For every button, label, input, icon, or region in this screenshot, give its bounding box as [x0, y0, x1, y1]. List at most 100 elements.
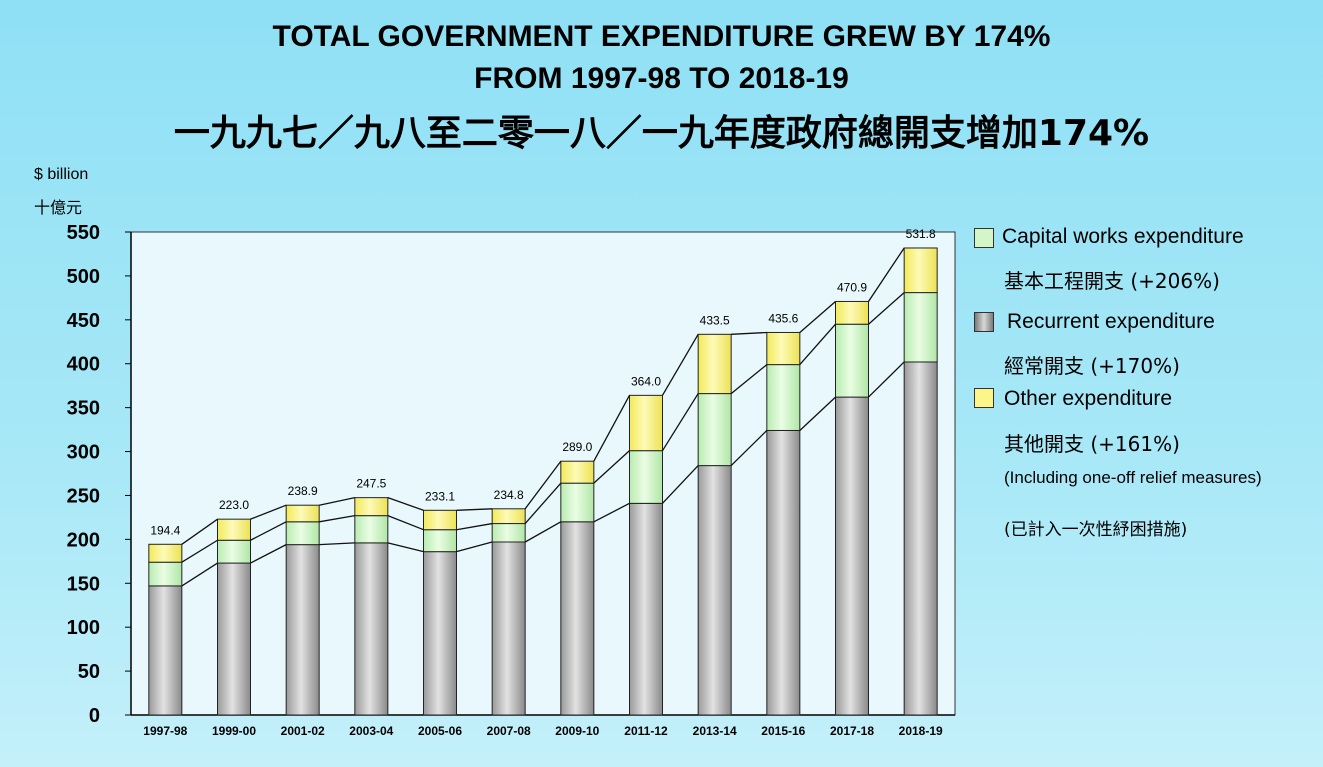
x-tick-label: 1999-00	[212, 724, 256, 738]
bar-capital	[423, 529, 457, 553]
x-tick-label: 2017-18	[830, 724, 874, 738]
bar-capital	[835, 323, 869, 398]
plot-area	[130, 231, 956, 716]
connector-recurrent	[524, 521, 562, 543]
y-tick-label: 50	[78, 661, 100, 683]
bar-capital	[148, 561, 183, 587]
y-tick-label: 200	[67, 529, 100, 551]
bar-other	[629, 394, 663, 452]
connector-total	[181, 518, 218, 545]
bar-recurrent	[285, 544, 320, 716]
y-tick-label: 300	[67, 442, 100, 464]
total-value-label: 194.4	[150, 523, 180, 537]
connector-total	[867, 247, 905, 302]
bar-recurrent	[629, 502, 663, 716]
y-tick-label: 150	[67, 573, 100, 595]
connector-total	[593, 395, 631, 462]
connector-recurrent	[662, 465, 699, 504]
connector-total	[524, 460, 562, 510]
bar-recurrent	[903, 361, 938, 716]
y-tick-label: 100	[67, 617, 100, 639]
connector-total	[319, 497, 355, 506]
x-tick-label: 2001-02	[281, 724, 325, 738]
y-unit-label-en: $ billion	[34, 166, 89, 183]
bar-capital	[285, 521, 320, 546]
legend-note-zh: (已計入一次性紓困措施)	[1004, 520, 1188, 540]
x-tick-label: 2005-06	[418, 724, 462, 738]
total-value-label: 435.6	[768, 311, 798, 325]
connector-total	[731, 331, 767, 335]
connector-capital	[593, 450, 630, 484]
y-tick-label: 500	[67, 266, 100, 288]
total-value-label: 364.0	[631, 374, 661, 388]
y-tick-label: 400	[67, 354, 100, 376]
x-tick-label: 2003-04	[349, 724, 393, 738]
y-tick-label: 0	[89, 705, 100, 727]
bar-other	[217, 518, 251, 541]
connector-recurrent	[319, 542, 355, 546]
connector-recurrent	[250, 544, 287, 564]
x-tick-label: 2018-19	[899, 724, 943, 738]
bar-recurrent	[354, 542, 389, 716]
bar-other	[491, 508, 526, 525]
x-tick-label: 1997-98	[143, 724, 187, 738]
bar-other	[423, 509, 457, 531]
legend-other-en: Other expenditure	[1004, 387, 1173, 410]
bar-capital	[903, 292, 938, 363]
connector-capital	[868, 292, 905, 325]
legend-capital-en: Capital works expenditure	[1002, 225, 1244, 248]
bar-capital	[491, 523, 526, 543]
x-tick-label: 2015-16	[761, 724, 805, 738]
bar-capital	[629, 450, 663, 504]
bar-recurrent	[835, 396, 869, 716]
legend-swatch-other	[974, 388, 994, 408]
y-tick-label: 250	[67, 485, 100, 507]
connector-recurrent	[593, 502, 630, 523]
bar-recurrent	[217, 562, 251, 716]
total-value-label: 470.9	[837, 280, 867, 294]
total-value-label: 223.0	[219, 498, 249, 512]
connector-recurrent	[730, 430, 768, 467]
bar-capital	[354, 515, 389, 544]
connector-total	[661, 333, 699, 396]
connector-total	[250, 504, 287, 520]
bar-other	[148, 543, 183, 563]
total-value-label: 247.5	[356, 477, 386, 491]
legend-recurrent-en: Recurrent expenditure	[1007, 310, 1215, 333]
bar-recurrent	[766, 429, 801, 716]
bar-other	[560, 460, 595, 484]
bar-recurrent	[423, 551, 457, 716]
legend-swatch-recurrent	[974, 312, 994, 332]
total-value-label: 433.5	[700, 313, 730, 327]
total-value-label: 238.9	[288, 484, 318, 498]
legend-other-zh: 其他開支 (+161%)	[1004, 432, 1180, 456]
y-tick-label: 350	[67, 398, 100, 420]
legend-note-en: (Including one-off relief measures)	[1004, 468, 1262, 487]
bar-recurrent	[491, 541, 526, 716]
connector-capital	[799, 323, 836, 366]
title-line-2: FROM 1997-98 TO 2018-19	[474, 62, 849, 95]
y-tick-label: 450	[67, 310, 100, 332]
x-tick-label: 2007-08	[487, 724, 531, 738]
bar-other	[354, 497, 389, 517]
total-value-label: 233.1	[425, 489, 455, 503]
total-value-label: 289.0	[562, 440, 592, 454]
connector-capital	[456, 522, 493, 531]
bar-recurrent	[560, 521, 595, 716]
connector-recurrent	[387, 542, 424, 553]
connector-total	[387, 497, 424, 511]
connector-capital	[250, 521, 287, 541]
bar-capital	[766, 364, 801, 431]
bar-capital	[560, 482, 595, 523]
connector-capital	[319, 515, 355, 523]
legend-swatch-capital	[974, 228, 994, 248]
bar-other	[285, 504, 320, 523]
y-unit-label-zh: 十億元	[34, 198, 83, 217]
x-tick-label: 2013-14	[693, 724, 737, 738]
connector-total	[456, 508, 493, 511]
bar-recurrent	[148, 585, 183, 716]
total-value-label: 234.8	[494, 488, 524, 502]
connector-recurrent	[181, 562, 218, 587]
bar-other	[766, 331, 801, 366]
